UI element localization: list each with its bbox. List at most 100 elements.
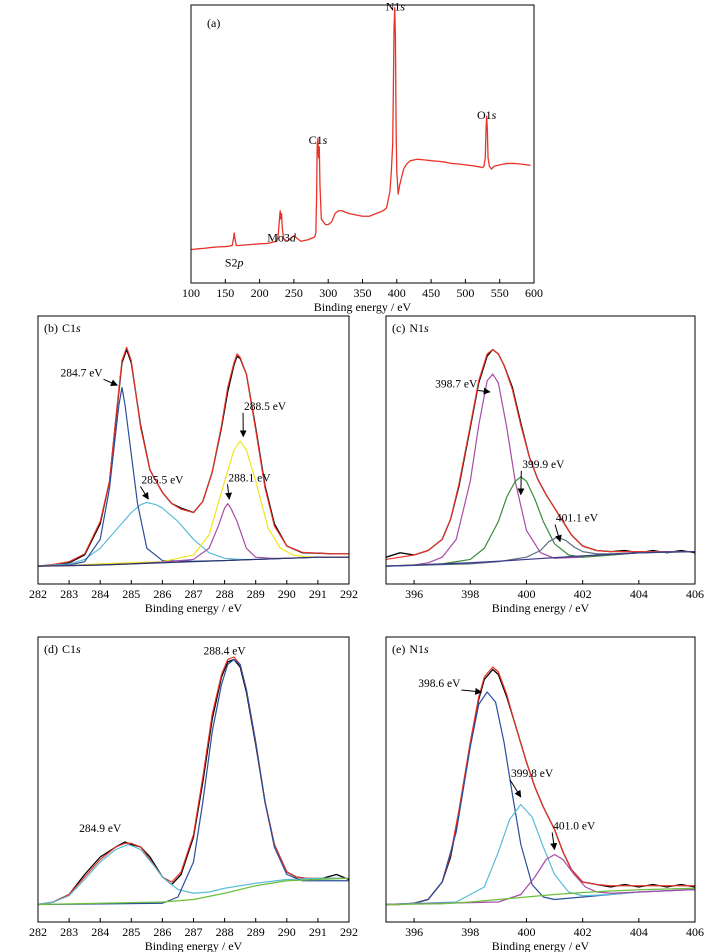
x-tick-label-c-1: 398 <box>461 587 479 601</box>
x-tick-label-d-1: 283 <box>60 925 78 939</box>
x-tick-label-e-5: 406 <box>686 925 704 939</box>
panel-e-n1s-spectrum: 396 398 400 402 404 406 Binding energy / eV (e)… <box>385 636 704 952</box>
x-axis-label-e: Binding energy / eV <box>492 939 590 952</box>
x-tick-label-c-5: 406 <box>686 587 704 601</box>
plot-area-c <box>386 348 695 567</box>
panel-c-n1s-spectrum: 396 398 400 402 404 406 Binding energy / eV (c)… <box>385 315 704 615</box>
series-line-b-4 <box>38 440 349 567</box>
x-tick-label-a-5: 350 <box>354 286 372 300</box>
series-line-c-1 <box>386 348 695 561</box>
x-tick-label-b-6: 288 <box>216 587 234 601</box>
annotation-arrow-c-2 <box>554 524 562 543</box>
panel-title-d: C1 <box>62 642 76 656</box>
x-tick-label-a-8: 500 <box>456 286 474 300</box>
annotation-arrow-e-2 <box>550 832 558 851</box>
axes-frame-a <box>190 4 535 284</box>
series-line-e-3 <box>386 803 695 906</box>
x-tick-label-d-6: 288 <box>216 925 234 939</box>
x-tick-label-a-0: 100 <box>182 286 200 300</box>
peak-annotation-b-2: 288.1 eV <box>228 472 271 484</box>
peak-annotation-b-3: 288.5 eV <box>244 401 287 413</box>
series-line-b-1 <box>38 346 349 567</box>
x-tick-label-a-6: 400 <box>388 286 406 300</box>
annotation-arrow-e-1 <box>509 779 522 798</box>
annotation-arrow-b-1 <box>139 486 149 500</box>
plot-area-d <box>38 656 349 906</box>
x-tick-label-a-7: 450 <box>422 286 440 300</box>
peak-annotation-c-1: 399.9 eV <box>522 459 565 471</box>
x-axis-label-b: Binding energy / eV <box>145 601 243 615</box>
series-line-c-5 <box>386 551 695 567</box>
series-line-d-4 <box>38 877 349 906</box>
annotation-arrow-e-0 <box>461 687 483 695</box>
panel-label-c: (c) N1s <box>392 321 429 335</box>
peak-label-a-0-main: S2 <box>225 255 238 269</box>
x-tick-label-d-0: 282 <box>29 925 47 939</box>
peak-label-a-0: S2p <box>225 255 244 269</box>
peak-annotation-b-1: 285.5 eV <box>141 475 184 487</box>
panel-b-c1s-spectrum: 282 283 284 285 286 287 288 289 290 291 292 Binding… <box>29 315 358 615</box>
x-axis-label-d: Binding energy / eV <box>145 939 243 952</box>
panel-d-c1s-spectrum: 282 283 284 285 286 287 288 289 290 291 292 Binding… <box>29 636 358 952</box>
annotation-arrow-b-2 <box>225 484 232 500</box>
x-tick-label-d-10: 292 <box>340 925 358 939</box>
x-tick-label-e-3: 402 <box>574 925 592 939</box>
x-tick-label-a-10: 600 <box>525 286 543 300</box>
peak-annotation-e-1: 399.8 eV <box>511 768 554 780</box>
peak-label-a-4-italic: s <box>492 108 497 122</box>
x-tick-label-b-7: 289 <box>247 587 265 601</box>
peak-label-a-1: Mo3d <box>267 230 297 244</box>
x-tick-label-a-2: 200 <box>251 286 269 300</box>
panel-title-italic-b: s <box>76 321 81 335</box>
x-tick-label-c-3: 402 <box>574 587 592 601</box>
peak-label-a-2: C1s <box>309 133 328 147</box>
peak-label-a-4: O1s <box>477 108 497 122</box>
series-line-c-3 <box>386 476 695 567</box>
x-tick-label-b-8: 290 <box>278 587 296 601</box>
peak-annotation-c-0: 398.7 eV <box>435 378 478 390</box>
peak-annotation-e-0: 398.6 eV <box>418 678 461 690</box>
panel-letter-e: (e) <box>392 642 405 656</box>
x-tick-label-e-1: 398 <box>461 925 479 939</box>
x-tick-label-b-5: 287 <box>185 587 203 601</box>
x-axis-label-a: Binding energy / eV <box>314 300 412 314</box>
peak-annotation-e-2: 401.0 eV <box>553 821 596 833</box>
panel-label-d: (d) C1s <box>44 642 81 656</box>
axes-frame-c <box>385 315 696 585</box>
peak-label-a-2-main: C1 <box>309 133 323 147</box>
panel-label-e: (e) N1s <box>392 642 429 656</box>
series-line-b-0 <box>38 348 349 567</box>
panel-label-b: (b) C1s <box>44 321 81 335</box>
series-line-d-2 <box>38 843 349 906</box>
peak-annotation-d-0: 284.9 eV <box>79 823 122 835</box>
x-tick-label-b-9: 291 <box>309 587 327 601</box>
peak-label-a-3: N1s <box>386 0 406 14</box>
peak-label-a-1-main: Mo3 <box>267 230 290 244</box>
series-line-c-0 <box>386 348 695 558</box>
plot-area-e <box>386 666 695 906</box>
series-line-d-1 <box>38 656 349 906</box>
peak-label-a-2-italic: s <box>323 133 328 147</box>
panel-letter-c: (c) <box>392 321 405 335</box>
x-tick-label-a-3: 250 <box>285 286 303 300</box>
panel-title-italic-d: s <box>76 642 81 656</box>
peak-annotation-d-1: 288.4 eV <box>204 646 247 658</box>
panel-title-b: C1 <box>62 321 76 335</box>
peak-label-a-1-italic: d <box>290 230 297 244</box>
x-tick-label-b-3: 285 <box>122 587 140 601</box>
x-tick-label-a-9: 550 <box>491 286 509 300</box>
plot-area-b <box>38 346 349 567</box>
panel-title-italic-c: s <box>424 321 429 335</box>
series-line-b-6 <box>38 556 349 567</box>
axes-frame-e <box>385 636 696 923</box>
x-tick-label-e-4: 404 <box>630 925 648 939</box>
annotation-arrow-c-0 <box>478 387 491 395</box>
axes-frame-b <box>37 315 350 585</box>
x-tick-label-b-4: 286 <box>153 587 171 601</box>
x-tick-label-c-2: 400 <box>517 587 535 601</box>
series-line-d-3 <box>38 658 349 906</box>
peak-label-a-0-italic: p <box>237 255 244 269</box>
panel-title-c: N1 <box>409 321 424 335</box>
panel-a-survey-spectrum: 100 150 200 250 300 350 400 450 500 550 600 Binding… <box>182 0 543 314</box>
